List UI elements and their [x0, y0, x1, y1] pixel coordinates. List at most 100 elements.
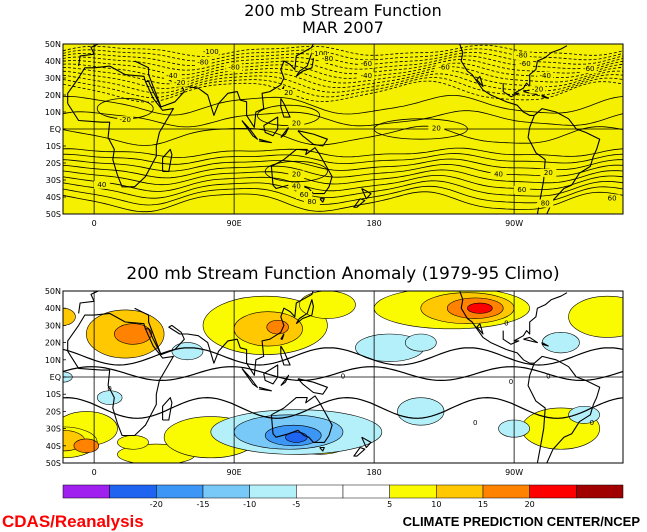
coastline	[67, 312, 174, 437]
coastline	[258, 386, 272, 392]
lat-tick-label: 10S	[46, 142, 61, 151]
colorbar-swatch	[529, 484, 577, 499]
colorbar-swatch	[296, 484, 344, 499]
contour-label: 0	[504, 319, 508, 327]
anomaly-region	[299, 291, 356, 319]
colorbar-swatch	[249, 484, 297, 499]
contour-label-bg	[117, 116, 134, 125]
contour-label: 0	[341, 373, 345, 381]
top-title-line1: 200 mb Stream Function	[244, 1, 441, 20]
contour-label-bg	[311, 49, 328, 58]
anomaly-shading	[63, 291, 623, 463]
contour-label: 60	[608, 194, 617, 202]
contour-label: 0	[107, 385, 111, 393]
coastline	[145, 328, 162, 355]
coastline	[297, 378, 328, 395]
coastline	[353, 198, 366, 208]
contour-label: -20	[120, 116, 131, 124]
stream-contour	[63, 95, 623, 116]
contour-label: 0	[546, 373, 550, 381]
lat-tick-label: 30N	[45, 321, 61, 330]
lat-tick-label: 30S	[46, 425, 61, 434]
contour-label-bg	[436, 63, 453, 72]
contour-label-bg	[428, 124, 445, 133]
anomaly-region	[266, 319, 289, 335]
coastline	[476, 323, 484, 335]
coastline	[533, 355, 601, 463]
stream-contour	[63, 169, 623, 186]
lat-tick-label: 40N	[45, 304, 61, 313]
coastline	[134, 44, 314, 128]
contour-label: 0	[590, 419, 594, 427]
anomaly-region	[117, 435, 149, 450]
contour-label: -20	[174, 79, 185, 87]
colorbar: -20 -15 -10 -5 5 10 15 20	[62, 484, 624, 509]
contour-label-bg	[288, 182, 305, 191]
coastline	[584, 19, 592, 28]
contour-label: 40	[494, 171, 503, 179]
lat-tick-label: 40S	[46, 193, 61, 202]
contour-label-bg	[358, 60, 375, 69]
top-lat-labels: 50N 40N 30N 20N 10N EQ 10S 20S 30S 40S 50S	[45, 40, 66, 219]
stream-contour	[63, 163, 623, 179]
coastline	[78, 44, 100, 67]
contour-label: -60	[438, 64, 449, 72]
coastline	[295, 299, 314, 325]
anomaly-region	[397, 397, 445, 426]
coastline	[78, 291, 100, 314]
contour-label-bg	[171, 78, 188, 87]
colorbar-swatch	[482, 484, 530, 499]
contour-label: 0	[509, 378, 513, 386]
contour-label-bg	[195, 58, 211, 67]
coastline	[476, 75, 484, 88]
contour-label: 20	[432, 125, 441, 133]
contour-label-bg	[580, 65, 597, 74]
stream-contour	[63, 59, 623, 76]
lat-tick-label: 20S	[46, 159, 61, 168]
coastline	[459, 44, 535, 116]
lat-tick-label: 50S	[46, 459, 61, 468]
lat-tick-label: EQ	[50, 125, 61, 134]
colorbar-tick-label: 10	[431, 500, 441, 509]
coastline	[319, 198, 325, 203]
anomaly-gridlines	[63, 291, 623, 463]
contour-label-bg	[163, 72, 180, 80]
coastline	[533, 108, 601, 214]
coastline	[280, 126, 290, 138]
contour-label-bg	[358, 72, 375, 80]
contour-label: -40	[540, 72, 551, 80]
coastline	[67, 65, 174, 188]
colorbar-tick-label: 20	[525, 500, 535, 509]
contour-label: -40	[361, 72, 372, 80]
coastline	[145, 80, 162, 108]
contour-label: 20	[292, 120, 301, 128]
anomaly-region	[568, 405, 600, 424]
lat-tick-label: 40S	[46, 442, 61, 451]
contour-label: -80	[322, 55, 333, 63]
anomaly-region	[404, 333, 437, 352]
anomaly-region	[114, 323, 152, 345]
coastline	[353, 446, 366, 457]
colorbar-swatch	[202, 484, 250, 499]
coastline	[241, 120, 258, 140]
contour-label-bg	[202, 48, 219, 57]
coastline	[361, 188, 372, 200]
top-contour-labels: -100-80-60-40-20-80-100-80-60-40-60-80-6…	[93, 48, 621, 208]
colorbar-swatch	[62, 484, 110, 499]
contour-label: 20	[284, 89, 293, 97]
colorbar-tick-label: -5	[292, 500, 300, 509]
coastline	[280, 333, 285, 340]
stream-contour	[63, 185, 623, 206]
colorbar-tick-label: 5	[387, 500, 392, 509]
contour-label: 0	[473, 419, 477, 427]
lat-tick-label: 10S	[46, 390, 61, 399]
coastline	[280, 345, 291, 366]
contour-label: -80	[228, 64, 239, 72]
footer-source-left: CDAS/Reanalysis	[2, 512, 144, 531]
lon-tick-label: 90E	[226, 468, 241, 477]
anomaly-lat-labels: 50N 40N 30N 20N 10N EQ 10S 20S 30S 40S 50S	[45, 287, 66, 468]
colorbar-tick-label: -15	[196, 500, 209, 509]
lon-tick-label: 90E	[226, 219, 241, 228]
